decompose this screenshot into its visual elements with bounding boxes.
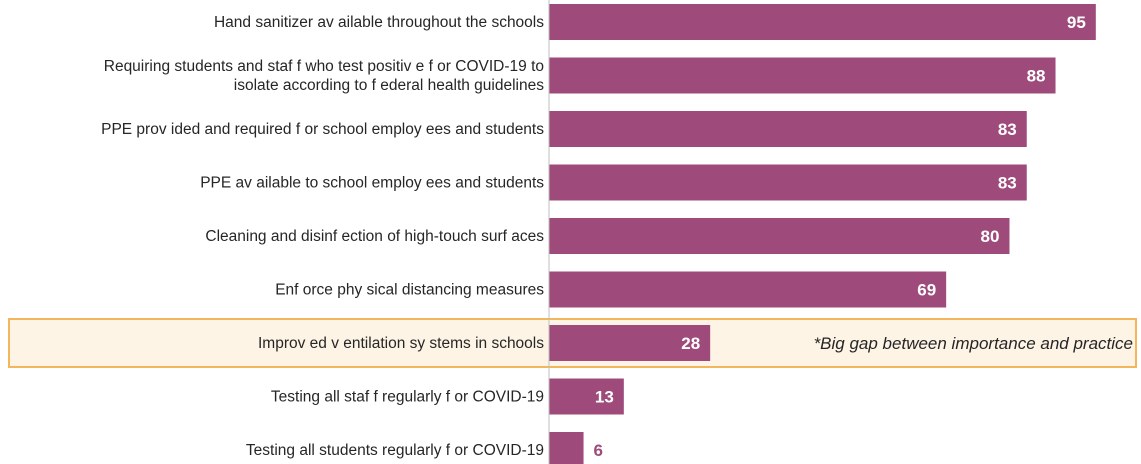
category-label: PPE prov ided and required f or school e… [101, 121, 544, 138]
value-label: 69 [917, 281, 936, 300]
value-label: 88 [1027, 67, 1046, 86]
category-label: Requiring students and staf f who test p… [104, 58, 544, 94]
bar [549, 432, 584, 464]
value-label: 6 [594, 441, 603, 460]
bar [549, 4, 1096, 40]
value-label: 28 [681, 334, 700, 353]
annotation-note: *Big gap between importance and practice [814, 334, 1133, 353]
category-label: Testing all students regularly f or COVI… [246, 442, 544, 459]
value-label: 80 [981, 227, 1000, 246]
category-label: Testing all staf f regularly f or COVID-… [271, 389, 544, 406]
bar [549, 378, 624, 415]
bar [549, 325, 711, 361]
category-label: Cleaning and disinf ection of high-touch… [205, 228, 544, 245]
bar [549, 218, 1010, 254]
bar [549, 57, 1056, 94]
category-label: Improv ed v entilation sy stems in schoo… [258, 335, 544, 352]
value-label: 13 [595, 388, 614, 407]
category-label: Enf orce phy sical distancing measures [275, 282, 544, 299]
bar [549, 271, 947, 308]
category-label: Hand sanitizer av ailable throughout the… [214, 14, 544, 31]
bar [549, 164, 1027, 201]
value-label: 83 [998, 120, 1017, 139]
value-label: 95 [1067, 13, 1086, 32]
bar [549, 111, 1027, 147]
category-label: PPE av ailable to school employ ees and … [200, 175, 544, 192]
value-label: 83 [998, 174, 1017, 193]
